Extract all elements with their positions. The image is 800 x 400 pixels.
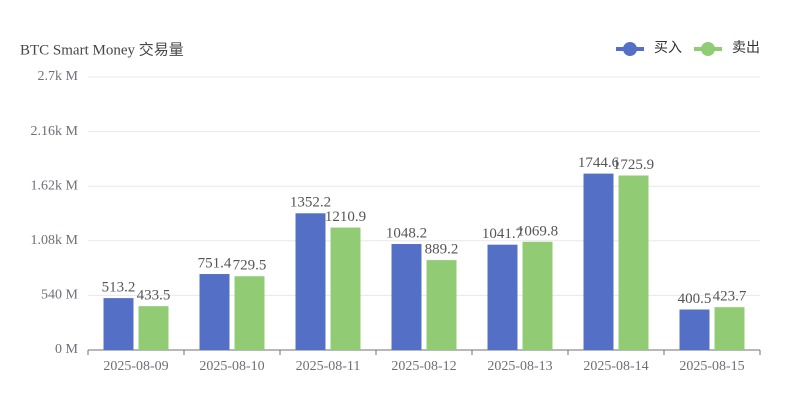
value-label: 1352.2 <box>290 195 331 211</box>
bar <box>426 260 457 350</box>
value-label: 423.7 <box>713 289 747 305</box>
legend-label[interactable]: 卖出 <box>732 40 760 56</box>
value-label: 1069.8 <box>517 223 558 239</box>
x-tick-label: 2025-08-09 <box>103 359 168 374</box>
y-tick-label: 1.08k M <box>31 233 79 248</box>
bar <box>295 213 326 350</box>
x-tick-label: 2025-08-13 <box>487 359 552 374</box>
y-tick-label: 0 M <box>55 342 79 357</box>
bar <box>487 244 518 350</box>
value-label: 1048.2 <box>386 225 427 241</box>
x-tick-label: 2025-08-15 <box>679 359 744 374</box>
value-label: 889.2 <box>425 242 459 258</box>
value-label: 433.5 <box>137 288 171 304</box>
value-label: 400.5 <box>678 291 712 307</box>
y-tick-label: 2.7k M <box>38 69 79 84</box>
value-label: 751.4 <box>198 255 232 271</box>
x-tick-label: 2025-08-11 <box>296 359 361 374</box>
bar <box>522 241 553 350</box>
y-tick-label: 2.16k M <box>31 124 79 139</box>
x-tick-label: 2025-08-12 <box>391 359 456 374</box>
legend-label[interactable]: 买入 <box>654 40 682 56</box>
legend-icon <box>701 42 715 56</box>
bar <box>583 173 614 350</box>
y-tick-label: 540 M <box>41 288 79 303</box>
bar <box>714 307 745 350</box>
value-label: 1725.9 <box>613 157 654 173</box>
bar <box>330 227 361 350</box>
bar <box>391 244 422 350</box>
y-tick-label: 1.62k M <box>31 178 79 193</box>
x-tick-label: 2025-08-10 <box>199 359 264 374</box>
value-label: 1210.9 <box>325 209 366 225</box>
x-tick-label: 2025-08-14 <box>583 359 648 374</box>
legend-icon <box>623 42 637 56</box>
value-label: 513.2 <box>102 280 136 296</box>
bar <box>199 274 230 350</box>
bar <box>618 175 649 350</box>
value-label: 1744.6 <box>578 155 620 171</box>
bar <box>138 306 169 350</box>
bar <box>234 276 265 350</box>
bar <box>103 298 134 350</box>
bar <box>679 309 710 350</box>
value-label: 729.5 <box>233 258 267 274</box>
value-label: 1041.7 <box>482 226 524 242</box>
chart-title: BTC Smart Money 交易量 <box>20 40 184 58</box>
